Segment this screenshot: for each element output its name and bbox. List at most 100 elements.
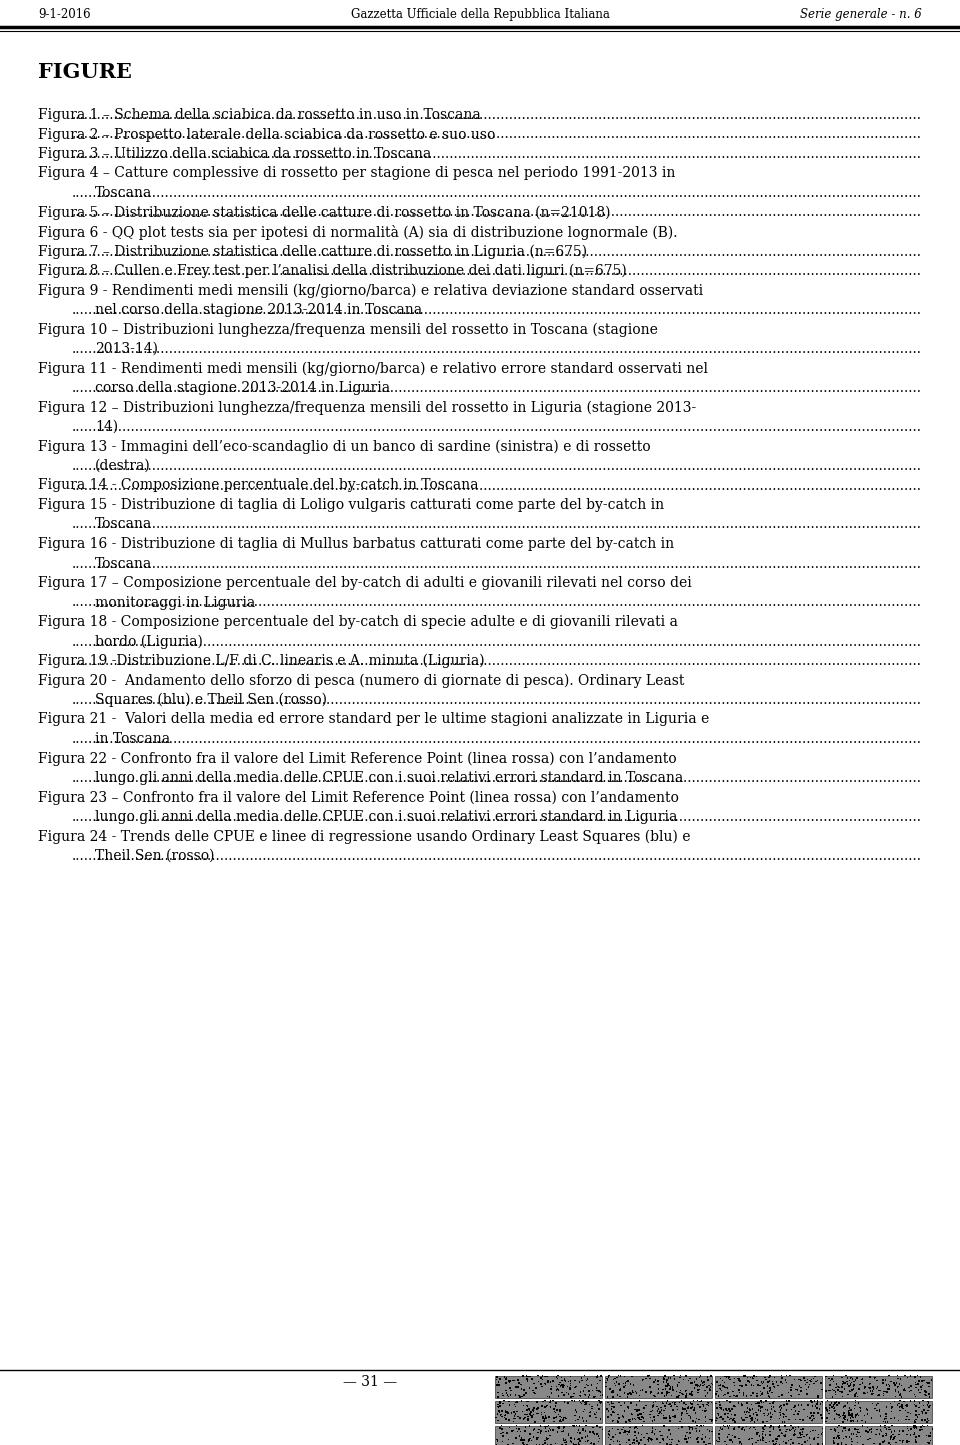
Bar — [751, 1384, 752, 1386]
Bar — [667, 1384, 668, 1386]
Bar — [639, 1394, 640, 1396]
Bar — [718, 1396, 719, 1397]
Bar — [591, 1390, 593, 1392]
Text: ................................................................................: ........................................… — [72, 595, 922, 610]
Bar — [858, 1384, 860, 1386]
Bar — [560, 1410, 562, 1412]
Bar — [701, 1438, 703, 1439]
Bar — [768, 1396, 769, 1397]
Bar — [639, 1413, 640, 1415]
Bar — [910, 1433, 911, 1436]
Bar — [646, 1376, 648, 1377]
Bar — [872, 1386, 873, 1387]
Bar — [696, 1418, 697, 1419]
Bar — [743, 1376, 745, 1377]
Bar — [731, 1413, 732, 1415]
Bar — [589, 1432, 590, 1433]
Bar — [908, 1387, 910, 1389]
Bar — [833, 1436, 835, 1439]
Bar — [890, 1438, 891, 1439]
Bar — [783, 1405, 784, 1406]
Bar — [877, 1390, 879, 1392]
Bar — [613, 1383, 615, 1384]
Bar — [701, 1380, 703, 1381]
Bar — [831, 1406, 832, 1407]
Text: ................................................................................: ........................................… — [72, 460, 922, 473]
Bar — [608, 1433, 610, 1435]
Bar — [658, 1393, 660, 1394]
Bar — [791, 1384, 793, 1386]
Bar — [632, 1442, 634, 1444]
Bar — [518, 1435, 520, 1436]
Bar — [923, 1400, 924, 1402]
Bar — [740, 1403, 742, 1405]
Bar — [527, 1416, 529, 1418]
Bar — [630, 1426, 631, 1428]
Bar — [870, 1376, 871, 1377]
Bar — [555, 1412, 556, 1413]
Bar — [651, 1432, 653, 1433]
Bar — [906, 1403, 908, 1405]
Bar — [928, 1442, 929, 1444]
Bar — [746, 1418, 748, 1419]
Bar — [579, 1432, 581, 1433]
Bar — [699, 1431, 700, 1432]
Bar — [867, 1409, 869, 1410]
Bar — [902, 1439, 903, 1441]
Bar — [505, 1412, 506, 1413]
Bar — [763, 1429, 765, 1431]
Bar — [695, 1422, 696, 1423]
Bar — [618, 1418, 620, 1419]
Bar — [590, 1442, 592, 1444]
Bar — [754, 1422, 756, 1423]
Bar — [852, 1418, 853, 1419]
Text: Figura 19 -Distribuzione L/F di C. linearis e A. minuta (Liguria): Figura 19 -Distribuzione L/F di C. linea… — [38, 655, 485, 669]
Bar — [663, 1379, 665, 1380]
Bar — [665, 1418, 666, 1419]
Bar — [608, 1436, 610, 1438]
Bar — [804, 1380, 805, 1381]
Bar — [813, 1418, 815, 1419]
Bar — [888, 1426, 890, 1429]
Bar — [691, 1426, 693, 1428]
Bar — [556, 1390, 557, 1392]
Bar — [794, 1405, 796, 1406]
Bar — [572, 1396, 573, 1397]
Bar — [867, 1413, 869, 1415]
Bar — [853, 1407, 855, 1409]
Bar — [562, 1380, 563, 1381]
Bar — [844, 1389, 846, 1390]
Bar — [745, 1384, 747, 1386]
Bar — [645, 1377, 647, 1379]
Bar — [888, 1384, 889, 1386]
Bar — [541, 1406, 543, 1407]
Bar — [497, 1380, 499, 1381]
Bar — [557, 1389, 558, 1390]
Bar — [642, 1379, 644, 1380]
Bar — [779, 1406, 780, 1407]
Bar — [522, 1376, 523, 1377]
Bar — [575, 1419, 576, 1420]
Bar — [540, 1412, 542, 1413]
Bar — [567, 1435, 569, 1436]
Bar — [885, 1433, 887, 1435]
Bar — [545, 1428, 546, 1429]
Text: ................................................................................: ........................................… — [72, 264, 922, 277]
Bar — [716, 1418, 717, 1419]
Bar — [762, 1402, 764, 1403]
Bar — [499, 1402, 500, 1403]
Bar — [771, 1407, 772, 1409]
Bar — [515, 1413, 516, 1415]
Bar — [865, 1422, 866, 1423]
Bar — [822, 1418, 823, 1419]
Bar — [860, 1436, 861, 1438]
Bar — [746, 1396, 747, 1397]
Bar — [921, 1386, 922, 1387]
Bar — [505, 1390, 507, 1392]
Bar — [915, 1381, 916, 1383]
Bar — [676, 1406, 678, 1407]
Bar — [592, 1426, 593, 1428]
Bar — [689, 1377, 691, 1379]
Bar — [873, 1393, 875, 1394]
Bar — [780, 1374, 782, 1376]
